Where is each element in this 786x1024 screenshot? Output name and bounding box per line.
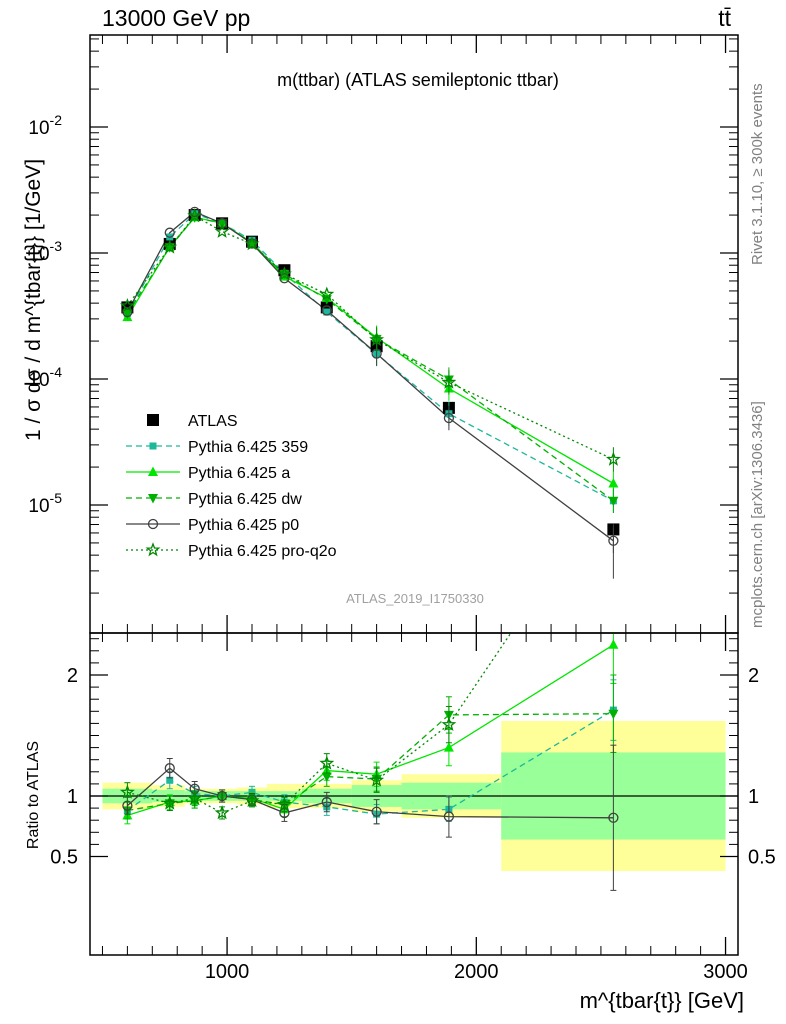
ratio-point-pythia-6-425-pro-q2o [162,795,178,810]
legend-label-pythia-6-425-p0: Pythia 6.425 p0 [188,517,299,534]
mcplots-label: mcplots.cern.ch [arXiv:1306.3436] [749,401,766,628]
main-y-tick-label: 10-2 [28,112,62,139]
ratio-point-pythia-6-425-a [608,639,619,649]
main-point-pythia-6-425-pro-q2o [369,331,385,347]
ratio-point-pythia-6-425-pro-q2o [119,784,135,799]
watermark-label: ATLAS_2019_I1750330 [346,591,484,606]
main-y-axis-label: 1 / σ dσ / d m^{tbar{t}} [1/GeV] [22,159,45,441]
legend-marker-pythia-6-425-p0 [147,518,159,530]
main-point-pythia-6-425-pro-q2o [605,451,621,466]
ratio-point-pythia-6-425-p0 [164,763,175,774]
main-series-markers [119,206,621,579]
main-point-pythia-6-425-p0 [216,218,228,229]
legend-entry-pythia-6-425-359: Pythia 6.425 359 [126,439,308,456]
main-point-pythia-6-425-pro-q2o [244,236,260,251]
ratio-point-pythia-6-425-pro-q2o [244,792,260,808]
ratio-point-pythia-6-425-pro-q2o [319,755,335,770]
legend-entry-pythia-6-425-p0: Pythia 6.425 p0 [126,517,299,534]
main-point-pythia-6-425-pro-q2o [319,286,335,301]
ratio-series-lines [126,633,614,819]
main-point-pythia-6-425-pro-q2o [119,298,135,313]
legend-label-pythia-6-425-dw: Pythia 6.425 dw [188,491,302,508]
ratio-point-pythia-6-425-p0 [371,806,382,817]
ratio-y-tick-label-right: 0.5 [748,847,776,869]
main-point-pythia-6-425-p0 [189,206,200,218]
ratio-point-pythia-6-425-pro-q2o [187,790,203,805]
main-point-pythia-6-425-359 [323,308,331,316]
legend-marker-pythia-6-425-pro-q2o [145,542,161,557]
legend: ATLAS Pythia 6.425 359 Pythia 6.425 a Pythi… [126,413,337,560]
rivet-version-label: Rivet 3.1.10, ≥ 300k events [749,83,766,265]
main-line-pythia-6-425-359 [126,212,614,502]
ratio-point-pythia-6-425-p0 [216,790,228,802]
main-point-pythia-6-425-p0 [279,273,290,284]
main-point-pythia-6-425-pro-q2o [276,266,292,281]
ratio-line-pythia-6-425-p0 [126,767,614,819]
main-point-pythia-6-425-p0 [443,412,455,424]
main-axis-ticks: 10-2 10-3 10-4 10-5 [28,35,738,633]
main-point-pythia-6-425-pro-q2o [187,208,203,223]
main-y-tick-label: 10-3 [28,238,62,265]
main-point-pythia-6-425-p0 [321,305,332,316]
ratio-point-pythia-6-425-dw [608,709,619,720]
ratio-point-pythia-6-425-a [443,742,454,752]
ratio-line-pythia-6-425-dw [127,713,614,812]
legend-entry-pythia-6-425-a: Pythia 6.425 a [126,465,290,482]
ratio-line-pythia-6-425-359 [127,709,614,815]
ratio-y-tick-label-left: 0.5 [50,847,78,869]
legend-label-pythia-6-425-pro-q2o: Pythia 6.425 pro-q2o [188,543,337,560]
main-y-tick-label: 10-4 [28,364,62,391]
ratio-series-markers [119,633,619,891]
ratio-uncertainty-bands [90,720,738,872]
ratio-point-pythia-6-425-dw [321,772,332,783]
main-point-pythia-6-425-a [608,478,619,488]
ratio-point-pythia-6-425-pro-q2o [214,805,230,820]
ratio-point-pythia-6-425-pro-q2o [369,772,385,787]
legend-entry-pythia-6-425-pro-q2o: Pythia 6.425 pro-q2o [126,542,337,560]
main-point-pythia-6-425-dw [122,309,133,320]
ratio-point-pythia-6-425-359 [166,776,174,784]
x-tick-label: 3000 [703,961,748,983]
legend-label-pythia-6-425-a: Pythia 6.425 a [188,465,290,482]
ratio-y-tick-label-right: 2 [748,665,759,687]
legend-entry-atlas: ATLAS [147,413,238,430]
x-tick-label: 2000 [454,961,499,983]
ratio-plot-frame [89,632,739,956]
main-point-pythia-6-425-pro-q2o [441,374,457,389]
main-line-pythia-6-425-p0 [126,211,614,542]
legend-marker-pythia-6-425-359 [149,442,157,450]
main-point-pythia-6-425-pro-q2o [214,223,230,238]
main-point-pythia-6-425-pro-q2o [162,239,178,254]
legend-entry-pythia-6-425-dw: Pythia 6.425 dw [126,491,302,508]
ratio-axis-ticks: 0.5 0.5 1 1 2 2 1000 2000 3000 [50,633,776,983]
main-title: m(ttbar) (ATLAS semileptonic ttbar) [277,70,559,90]
legend-marker-pythia-6-425-dw [148,494,158,504]
ratio-point-pythia-6-425-pro-q2o [441,716,457,732]
ratio-y-axis-label: Ratio to ATLAS [25,741,42,849]
ratio-y-tick-label-left: 1 [67,786,78,808]
ratio-point-pythia-6-425-p0 [321,796,332,808]
header-left-label: 13000 GeV pp [102,5,250,31]
legend-label-atlas: ATLAS [188,413,238,430]
header-right-label: tt̄ [718,5,731,31]
ratio-y-tick-label-left: 2 [67,665,78,687]
main-series-lines [126,211,614,542]
x-axis-label: m^{tbar{t}} [GeV] [580,988,744,1013]
legend-marker-atlas [147,414,159,426]
ratio-point-pythia-6-425-p0 [443,811,455,822]
legend-marker-pythia-6-425-a [148,466,158,476]
main-point-pythia-6-425-dw [608,496,619,507]
ratio-y-tick-label-right: 1 [748,786,759,808]
x-tick-label: 1000 [205,961,250,983]
main-point-pythia-6-425-p0 [164,227,175,238]
main-line-pythia-6-425-dw [126,216,614,502]
main-line-pythia-6-425-pro-q2o [126,215,614,460]
ratio-line-pythia-6-425-pro-q2o [127,633,512,814]
ratio-point-pythia-6-425-p0 [608,812,619,823]
legend-label-pythia-6-425-359: Pythia 6.425 359 [188,439,308,456]
main-y-tick-label: 10-5 [28,490,62,517]
ratio-point-pythia-6-425-pro-q2o [276,796,292,811]
